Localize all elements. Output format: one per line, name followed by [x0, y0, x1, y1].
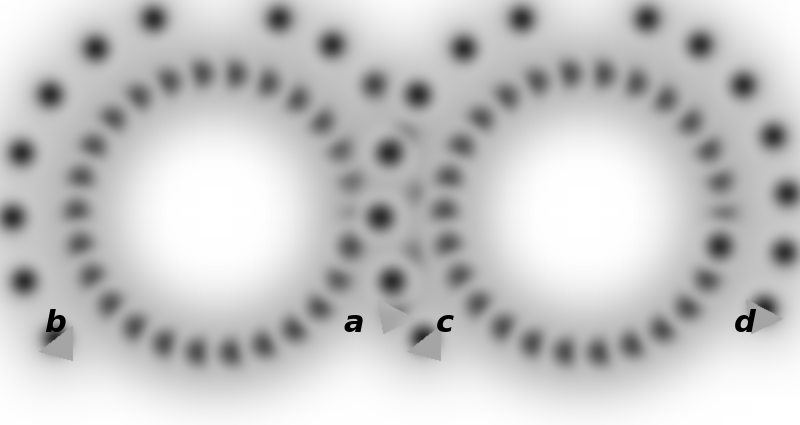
Text: a: a [343, 309, 364, 337]
Text: b: b [44, 309, 66, 337]
Text: d: d [734, 309, 756, 337]
Text: c: c [436, 309, 454, 337]
